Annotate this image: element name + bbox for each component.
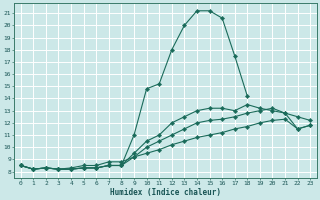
X-axis label: Humidex (Indice chaleur): Humidex (Indice chaleur) [110, 188, 221, 197]
